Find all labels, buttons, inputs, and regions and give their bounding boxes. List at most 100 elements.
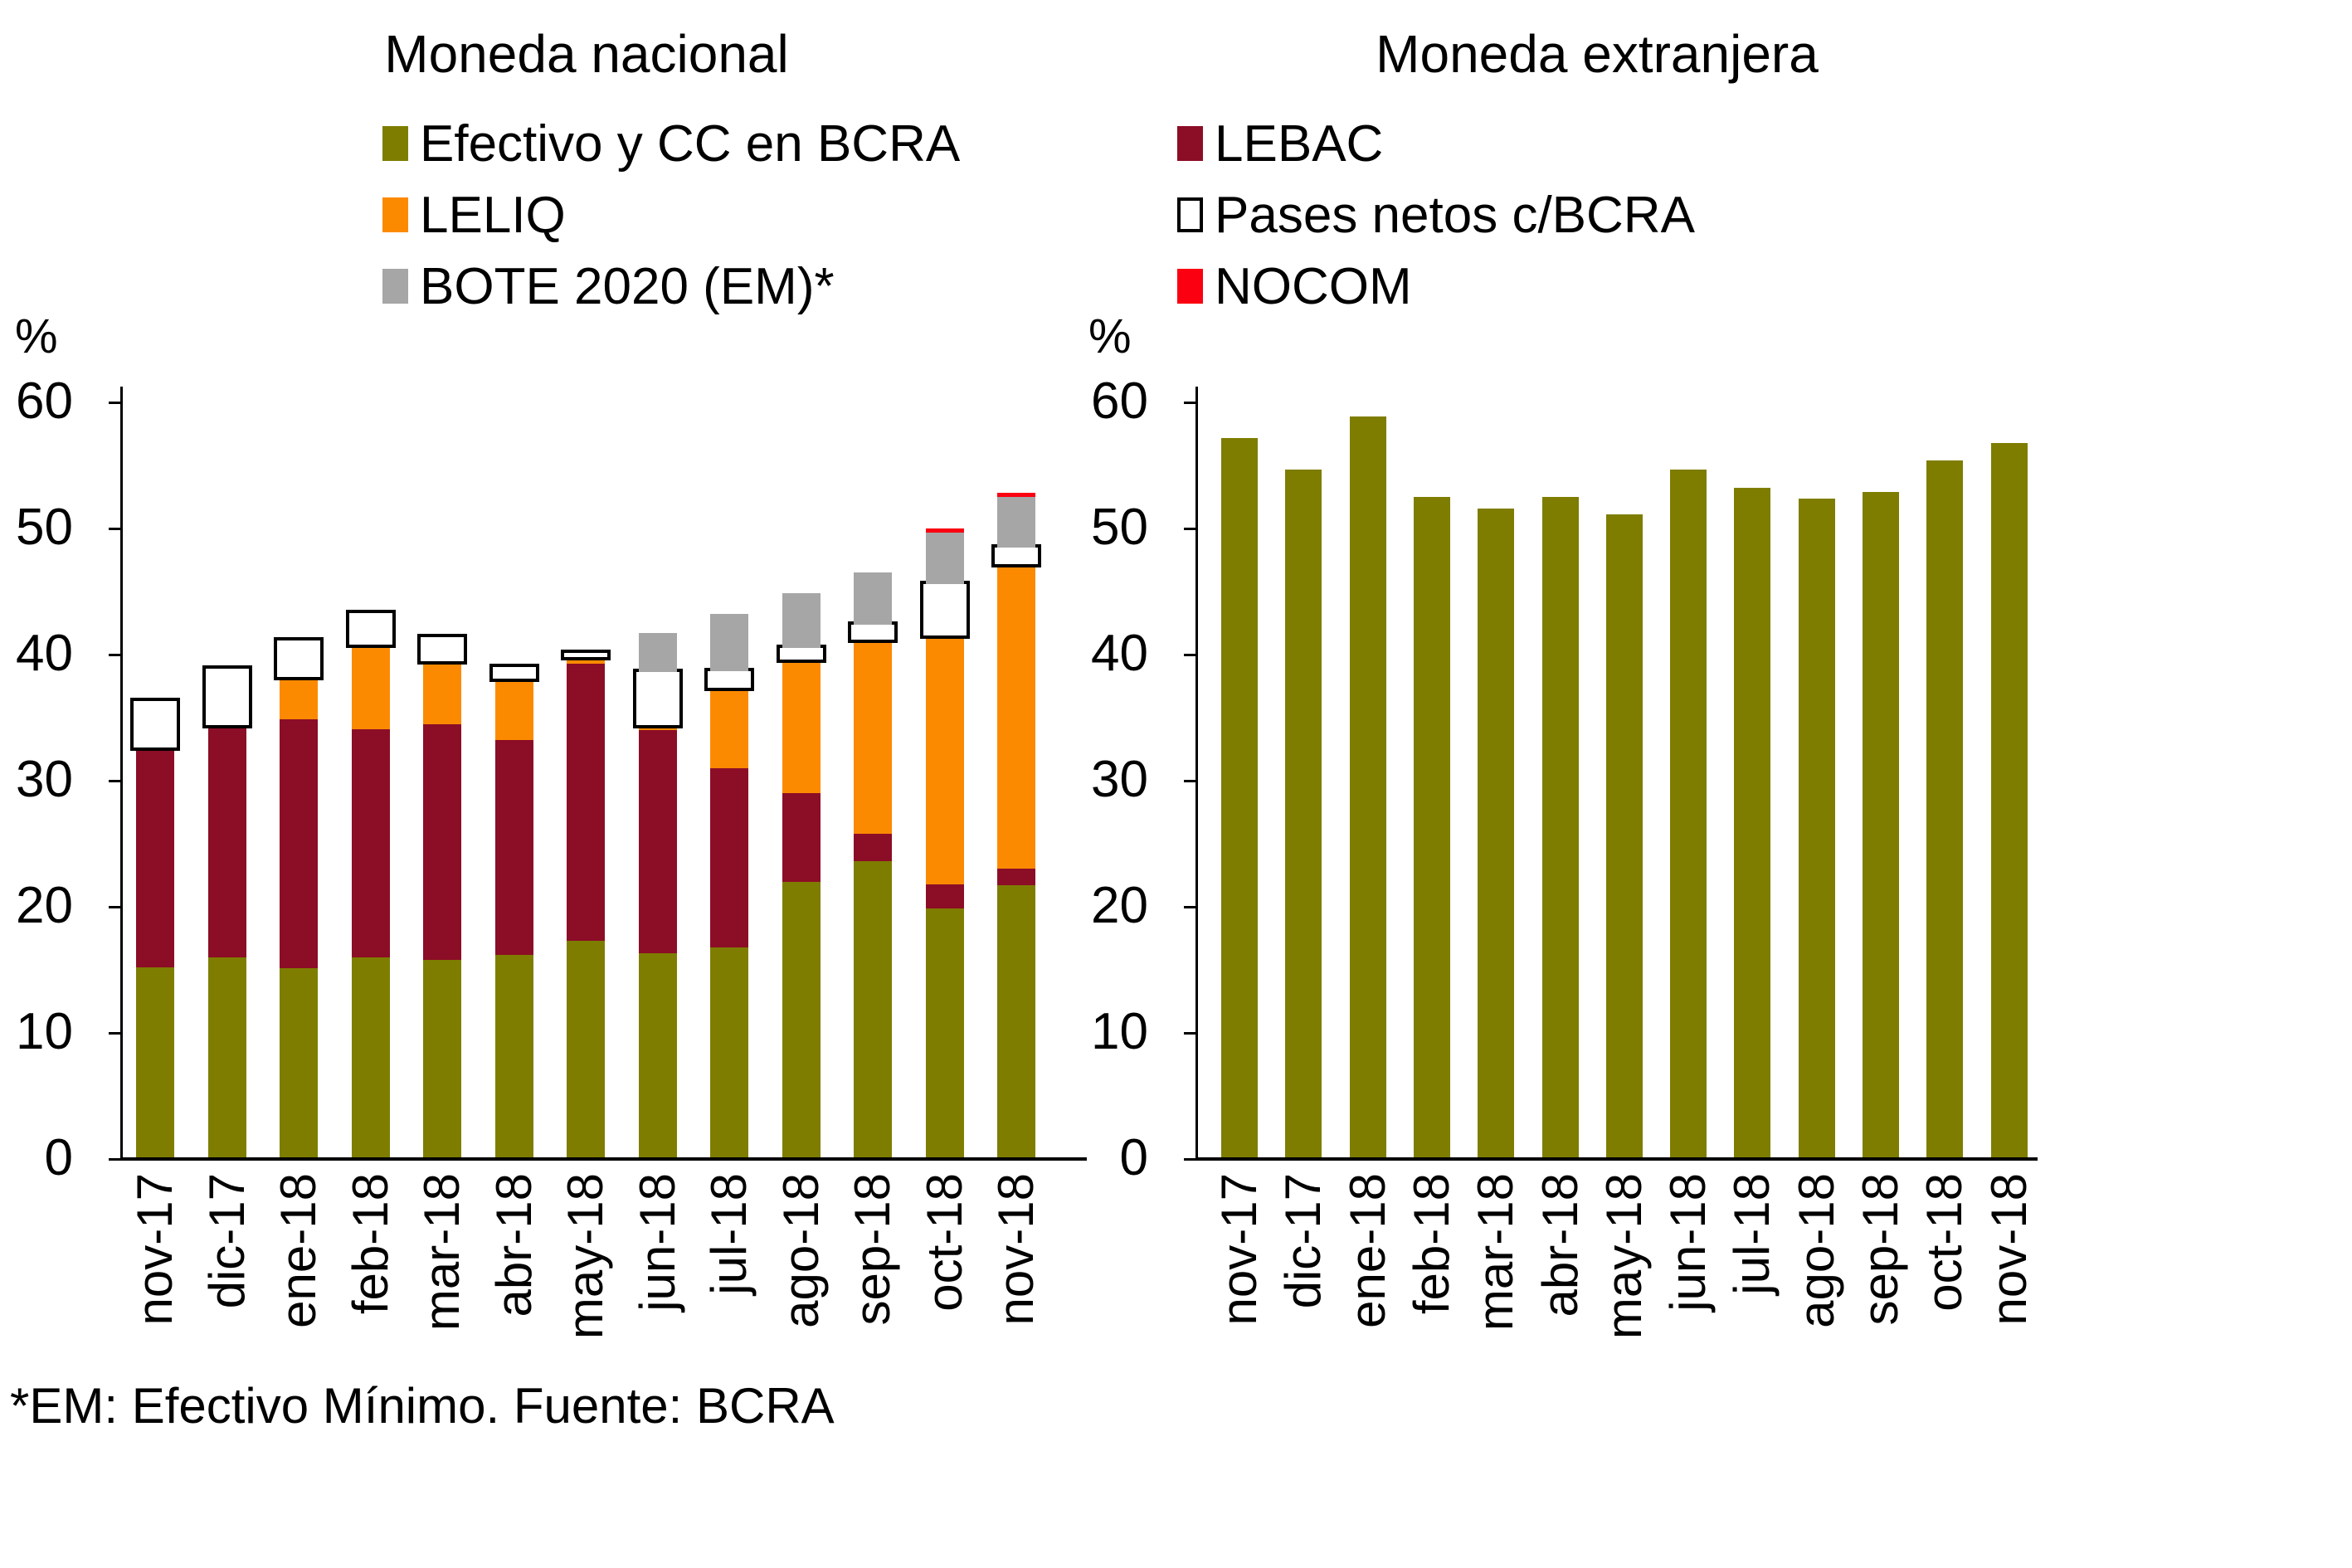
- bar-segment-moneda-extranjera: [1541, 497, 1579, 1159]
- y-axis-tick: [109, 780, 120, 782]
- x-axis-label: may-18: [1595, 1173, 1652, 1340]
- bar-segment-moneda-extranjera: [1605, 514, 1643, 1159]
- bar-segment-moneda-extranjera: [1990, 442, 2028, 1159]
- bote-swatch-icon: [382, 269, 408, 304]
- y-axis-tick: [109, 528, 120, 530]
- x-axis-label: mar-18: [1468, 1173, 1524, 1332]
- y-axis-tick: [109, 1158, 120, 1161]
- bar-segment-pases-netos-c-bcra: [417, 633, 467, 665]
- y-axis-tick: [1184, 528, 1195, 530]
- bar-segment-leliq: [280, 677, 318, 719]
- bar-segment-lebac: [925, 884, 964, 908]
- legend-label: Pases netos c/BCRA: [1215, 187, 1695, 244]
- bar-segment-lebac: [207, 725, 246, 957]
- x-axis-label: feb-18: [1403, 1173, 1459, 1315]
- y-tick-label: 40: [1091, 625, 1148, 682]
- bar-segment-lebac: [351, 728, 390, 957]
- x-axis-label: oct-18: [1916, 1173, 1973, 1312]
- bar-segment-lebac: [280, 718, 318, 969]
- pases-swatch-icon: [1177, 197, 1203, 232]
- bar-segment-efectivo-y-cc-en-bcra: [782, 881, 821, 1159]
- x-axis-label: nov-18: [1980, 1173, 2037, 1326]
- bar-segment-pases-netos-c-bcra: [345, 609, 396, 648]
- bar-segment-moneda-extranjera: [1349, 416, 1386, 1159]
- left-chart-title: Moneda nacional: [384, 24, 789, 84]
- bar-segment-moneda-extranjera: [1798, 498, 1835, 1159]
- lebac-swatch-icon: [1177, 126, 1203, 161]
- x-axis-label: jul-18: [1724, 1173, 1780, 1295]
- x-axis-line: [1195, 1157, 2038, 1161]
- y-axis-line: [1195, 387, 1198, 1159]
- y-tick-label: 30: [16, 751, 73, 808]
- legend-label: Efectivo y CC en BCRA: [420, 115, 961, 173]
- efectivo-swatch-icon: [382, 126, 408, 161]
- leliq-swatch-icon: [382, 197, 408, 232]
- y-tick-label: 20: [16, 877, 73, 934]
- footnote-source: *EM: Efectivo Mínimo. Fuente: BCRA: [10, 1378, 835, 1434]
- bar-segment-leliq: [925, 635, 964, 884]
- bar-segment-lebac: [423, 723, 461, 960]
- bar-segment-bote-2020-em-: [782, 592, 821, 649]
- bar-segment-moneda-extranjera: [1670, 469, 1707, 1159]
- bar-segment-lebac: [494, 740, 533, 955]
- bar-segment-bote-2020-em-: [710, 614, 748, 671]
- bar-segment-bote-2020-em-: [854, 572, 892, 625]
- bar-segment-lebac: [638, 730, 677, 954]
- right-axis-percent-label: %: [1088, 309, 1132, 363]
- x-axis-line: [120, 1157, 1087, 1161]
- bar-segment-efectivo-y-cc-en-bcra: [136, 967, 174, 1159]
- y-tick-label: 10: [1091, 1003, 1148, 1060]
- bar-segment-bote-2020-em-: [997, 497, 1035, 548]
- bar-segment-nocom: [997, 493, 1035, 498]
- y-axis-tick: [1184, 906, 1195, 908]
- bar-segment-efectivo-y-cc-en-bcra: [280, 968, 318, 1159]
- y-tick-label: 0: [44, 1129, 73, 1186]
- bar-segment-nocom: [925, 528, 964, 533]
- y-axis-tick: [1184, 654, 1195, 656]
- y-tick-label: 10: [16, 1003, 73, 1060]
- bar-segment-lebac: [997, 869, 1035, 886]
- bar-segment-leliq: [782, 660, 821, 794]
- x-axis-label: sep-18: [1853, 1173, 1908, 1326]
- bar-segment-lebac: [567, 663, 605, 942]
- bar-segment-efectivo-y-cc-en-bcra: [925, 908, 964, 1159]
- bar-segment-leliq: [710, 687, 748, 768]
- bar-segment-lebac: [854, 833, 892, 862]
- y-tick-label: 20: [1091, 877, 1148, 934]
- y-tick-label: 50: [16, 499, 73, 556]
- nocom-swatch-icon: [1177, 269, 1203, 304]
- bar-segment-bote-2020-em-: [925, 531, 964, 584]
- bar-segment-leliq: [854, 639, 892, 834]
- bar-segment-efectivo-y-cc-en-bcra: [207, 957, 246, 1159]
- bar-segment-efectivo-y-cc-en-bcra: [997, 885, 1035, 1159]
- bar-segment-leliq: [351, 644, 390, 729]
- x-axis-label: ene-18: [1339, 1173, 1395, 1328]
- bar-segment-efectivo-y-cc-en-bcra: [423, 959, 461, 1159]
- bar-segment-efectivo-y-cc-en-bcra: [710, 947, 748, 1159]
- bar-segment-lebac: [136, 747, 174, 967]
- bar-segment-lebac: [782, 793, 821, 882]
- x-axis-label: ago-18: [1788, 1173, 1844, 1328]
- y-axis-tick: [1184, 402, 1195, 404]
- bar-segment-efectivo-y-cc-en-bcra: [567, 941, 605, 1159]
- y-tick-label: 40: [16, 625, 73, 682]
- bar-segment-moneda-extranjera: [1863, 491, 1899, 1159]
- legend-label: LELIQ: [420, 187, 566, 244]
- bar-segment-moneda-extranjera: [1285, 469, 1322, 1159]
- bar-segment-moneda-extranjera: [1413, 497, 1450, 1159]
- bar-segment-leliq: [423, 660, 461, 724]
- bar-segment-pases-netos-c-bcra: [274, 637, 324, 681]
- y-tick-label: 0: [1119, 1129, 1148, 1186]
- bar-segment-moneda-extranjera: [1478, 508, 1515, 1159]
- bar-segment-efectivo-y-cc-en-bcra: [638, 953, 677, 1159]
- y-axis-line: [120, 387, 123, 1159]
- bar-segment-efectivo-y-cc-en-bcra: [854, 861, 892, 1159]
- bar-segment-pases-netos-c-bcra: [489, 664, 539, 682]
- y-axis-tick: [109, 402, 120, 404]
- right-chart-title: Moneda extranjera: [1376, 24, 1819, 84]
- legend-label: NOCOM: [1215, 258, 1412, 315]
- x-axis-label: nov-17: [1211, 1173, 1267, 1326]
- y-tick-label: 60: [1091, 373, 1148, 430]
